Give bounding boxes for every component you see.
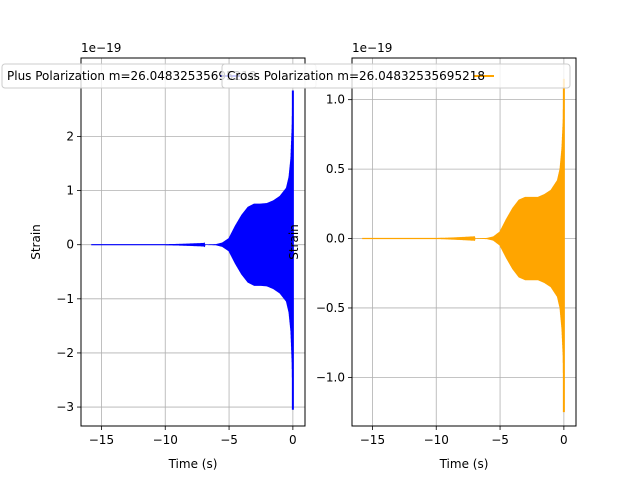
axes-frame [80,57,306,427]
y-ticks: −3 −2 −1 0 1 2 [56,129,81,414]
y-offset-label: 1e−19 [81,41,121,55]
x-tick-label: −5 [220,433,238,447]
axes-frame [351,57,577,427]
legend-label-plus: Plus Polarization m=26.04832535695218 [7,69,257,83]
y-tick-label: −2 [56,346,74,360]
legend-label-cross: Cross Polarization m=26.04832535695218 [227,69,485,83]
legend-box [221,63,571,89]
x-tick-label: −15 [360,433,385,447]
cross-polarization-panel: −15 −10 −5 0 −1.0 −0.5 0.0 0.5 1.0 Time (s) Str… [287,41,577,471]
y-tick-label: −1.0 [316,370,345,384]
y-tick-label: −3 [56,400,74,414]
series-line-cross [362,78,565,413]
x-axis-label: Time (s) [168,457,218,471]
x-tick-label: 0 [560,433,568,447]
x-axis-label: Time (s) [439,457,489,471]
x-tick-label: −10 [424,433,449,447]
x-tick-label: −15 [89,433,114,447]
x-tick-label: 0 [289,433,297,447]
x-ticks: −15 −10 −5 0 [360,426,568,447]
series-line [91,90,294,395]
x-ticks: −15 −10 −5 0 [89,426,297,447]
y-tick-label: 1 [66,184,74,198]
y-tick-label: 1.0 [326,93,345,107]
y-tick-label: 0 [66,238,74,252]
x-tick-label: −5 [491,433,509,447]
series-line [362,78,565,394]
y-tick-label: 2 [66,129,74,143]
y-tick-label: 0.5 [326,162,345,176]
y-axis-label: Strain [29,224,43,260]
legend-cross: Cross Polarization m=26.04832535695218 [221,63,571,89]
y-tick-label: −0.5 [316,301,345,315]
x-tick-label: −10 [153,433,178,447]
y-tick-label: 0.0 [326,232,345,246]
y-offset-label: 1e−19 [352,41,392,55]
y-tick-label: −1 [56,292,74,306]
series-line-plus [91,90,294,410]
y-ticks: −1.0 −0.5 0.0 0.5 1.0 [316,93,352,384]
y-axis-label: Strain [287,224,301,260]
